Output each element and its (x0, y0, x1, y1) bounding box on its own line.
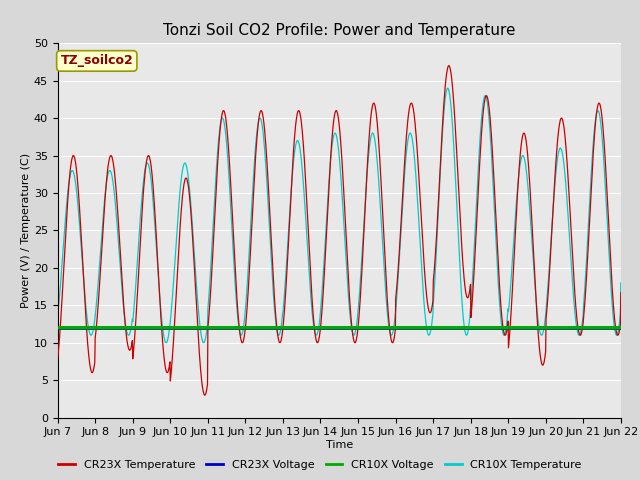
CR23X Voltage (550, 326, 557, 332)
CR10X Temperature (427, 326, 435, 332)
CR10X Voltage (500, 325, 508, 331)
CR10X Temperature (243, 296, 250, 302)
CR23X Temperature (427, 309, 435, 314)
CR23X Temperature (201, 392, 209, 398)
CR23X Temperature (243, 316, 250, 322)
CR23X Voltage (617, 326, 625, 332)
CR23X Temperature (501, 332, 509, 338)
CR10X Voltage (242, 325, 250, 331)
CR10X Temperature (165, 328, 173, 334)
CR10X Temperature (179, 165, 187, 171)
CR10X Temperature (200, 340, 207, 346)
CR10X Voltage (54, 325, 61, 331)
CR10X Voltage (427, 325, 435, 331)
CR23X Temperature (165, 364, 173, 370)
CR10X Voltage (550, 325, 557, 331)
CR10X Voltage (165, 325, 173, 331)
CR10X Voltage (179, 325, 187, 331)
CR23X Voltage (54, 326, 61, 332)
CR10X Voltage (617, 325, 625, 331)
Title: Tonzi Soil CO2 Profile: Power and Temperature: Tonzi Soil CO2 Profile: Power and Temper… (163, 23, 515, 38)
CR10X Temperature (54, 313, 61, 319)
Legend: CR23X Temperature, CR23X Voltage, CR10X Voltage, CR10X Temperature: CR23X Temperature, CR23X Voltage, CR10X … (54, 456, 586, 474)
X-axis label: Time: Time (326, 440, 353, 450)
CR10X Temperature (551, 184, 559, 190)
CR23X Voltage (500, 326, 508, 332)
CR23X Voltage (179, 326, 187, 332)
Y-axis label: Power (V) / Temperature (C): Power (V) / Temperature (C) (21, 153, 31, 308)
CR23X Voltage (427, 326, 435, 332)
CR10X Temperature (617, 280, 625, 286)
CR23X Temperature (54, 356, 61, 362)
Line: CR23X Temperature: CR23X Temperature (58, 66, 621, 395)
CR23X Temperature (617, 290, 625, 296)
Line: CR10X Temperature: CR10X Temperature (58, 88, 621, 343)
Text: TZ_soilco2: TZ_soilco2 (60, 54, 133, 67)
CR23X Temperature (445, 63, 453, 69)
CR10X Temperature (501, 331, 509, 336)
CR23X Voltage (242, 326, 250, 332)
CR23X Voltage (165, 326, 173, 332)
CR23X Temperature (179, 190, 187, 196)
CR10X Temperature (444, 85, 452, 91)
CR23X Temperature (551, 179, 559, 184)
